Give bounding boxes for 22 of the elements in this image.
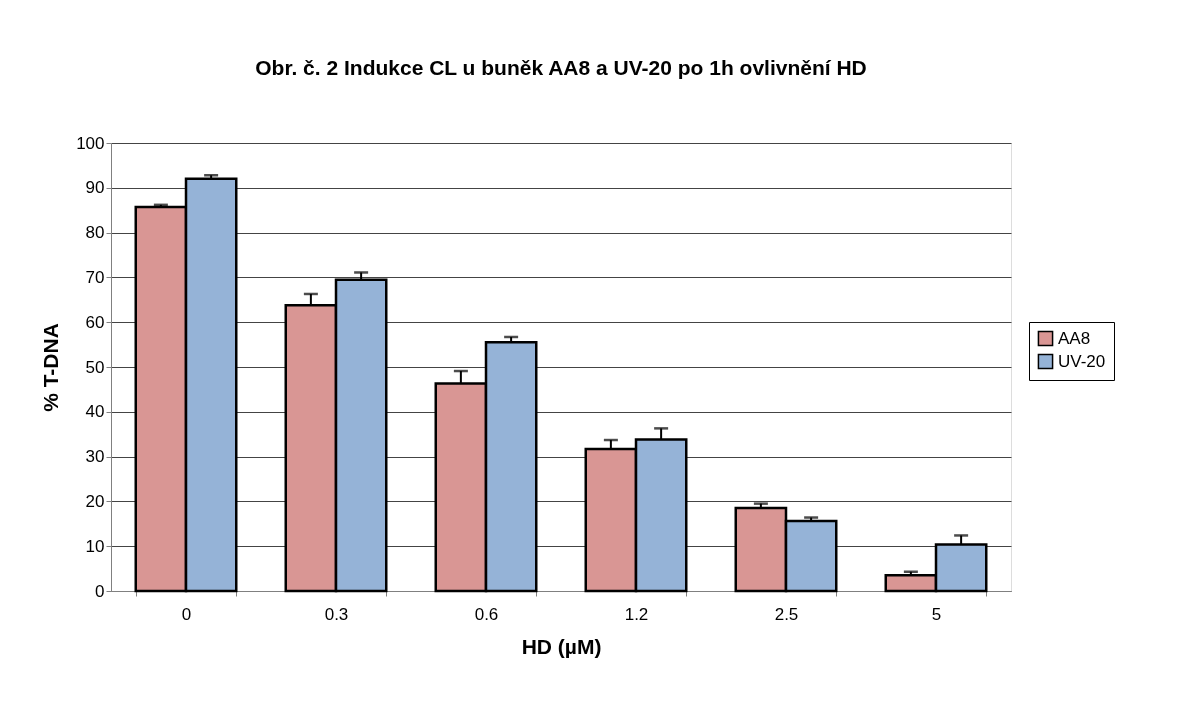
y-tick-label: 0	[95, 581, 105, 601]
y-tick-label: 50	[85, 357, 105, 377]
y-tick-label: 30	[85, 447, 105, 467]
x-tick-label: 0	[181, 604, 192, 624]
y-tick-label: 60	[85, 312, 105, 332]
y-tick-label: 90	[85, 178, 105, 198]
x-tick-label: 5	[931, 604, 942, 624]
y-tick-label: 100	[76, 133, 105, 153]
y-tick-label: 80	[85, 223, 105, 243]
y-tick-label: 10	[85, 536, 105, 556]
chart-title: Obr. č. 2 Indukce CL u buněk AA8 a UV-20 po 1h ovlivnění HD	[255, 56, 867, 79]
y-tick-label: 70	[85, 267, 105, 287]
y-tick-label: 20	[85, 491, 105, 511]
x-tick-label: 2.5	[774, 604, 799, 624]
x-tick-label: 0.6	[474, 604, 499, 624]
y-axis-title: % T-DNA	[39, 323, 63, 412]
x-tick-label: 1.2	[624, 604, 649, 624]
legend-label: AA8	[1058, 328, 1091, 348]
y-tick-label: 40	[85, 402, 105, 422]
x-tick-label: 0.3	[324, 604, 349, 624]
x-axis-title: HD (µM)	[521, 634, 602, 658]
legend-label: UV-20	[1058, 351, 1106, 371]
